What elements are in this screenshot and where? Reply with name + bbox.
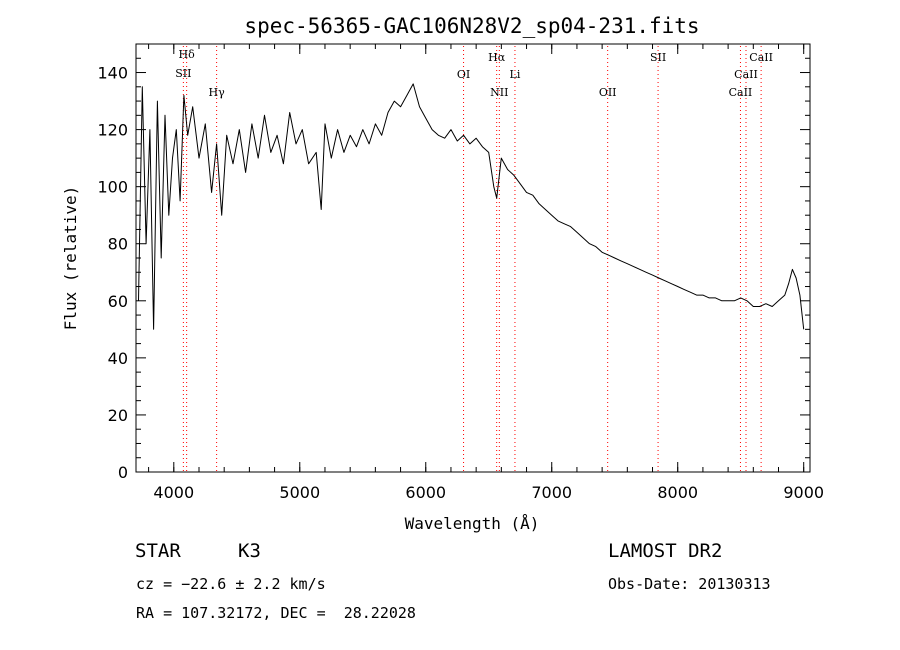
spectral-line-label: SII — [650, 51, 666, 64]
y-axis-label: Flux (relative) — [61, 186, 80, 331]
spectral-line-label: OI — [457, 68, 470, 81]
spectral-line-label: Hα — [488, 51, 506, 64]
spectral-line-label: NII — [490, 86, 508, 99]
velocity-text: cz = −22.6 ± 2.2 km/s — [136, 575, 326, 593]
spectral-subclass: K3 — [238, 540, 261, 562]
survey-name: LAMOST DR2 — [608, 540, 723, 562]
spectral-line-label: CaII — [734, 68, 758, 81]
x-tick-label: 5000 — [279, 483, 320, 502]
spectrum-line — [138, 83, 805, 330]
plot-frame — [135, 43, 811, 473]
spectral-line-label: SII — [175, 67, 191, 80]
x-tick-label: 7000 — [531, 483, 572, 502]
y-tick-label: 80 — [108, 235, 128, 254]
y-tick-label: 60 — [108, 292, 128, 311]
x-axis-label: Wavelength (Å) — [405, 514, 540, 533]
spectrum-series — [138, 83, 805, 330]
spectral-line-label: OII — [599, 86, 617, 99]
y-tick-label: 120 — [97, 121, 128, 140]
coordinates-text: RA = 107.32172, DEC = 28.22028 — [136, 604, 416, 622]
spectral-line-label: CaII — [729, 86, 753, 99]
spectral-line-label: Li — [510, 68, 521, 81]
y-tick-label: 20 — [108, 406, 128, 425]
chart-title: spec-56365-GAC106N28V2_sp04-231.fits — [244, 14, 699, 38]
x-tick-label: 8000 — [657, 483, 698, 502]
y-tick-label: 100 — [97, 178, 128, 197]
x-tick-label: 6000 — [405, 483, 446, 502]
obs-date: Obs-Date: 20130313 — [608, 575, 771, 593]
y-tick-label: 140 — [97, 64, 128, 83]
axis-ticks: 4000 5000 6000 7000 8000 9000 0 20 40 60 80 100 120 1… — [97, 44, 824, 502]
x-tick-label: 4000 — [153, 483, 194, 502]
spectral-line-label: Hγ — [209, 86, 226, 99]
y-tick-label: 0 — [118, 463, 128, 482]
spectral-line-label: Hδ — [179, 48, 196, 61]
y-tick-label: 40 — [108, 349, 128, 368]
spectral-line-label: CaII — [749, 51, 773, 64]
object-class: STAR — [135, 540, 181, 562]
x-tick-label: 9000 — [783, 483, 824, 502]
